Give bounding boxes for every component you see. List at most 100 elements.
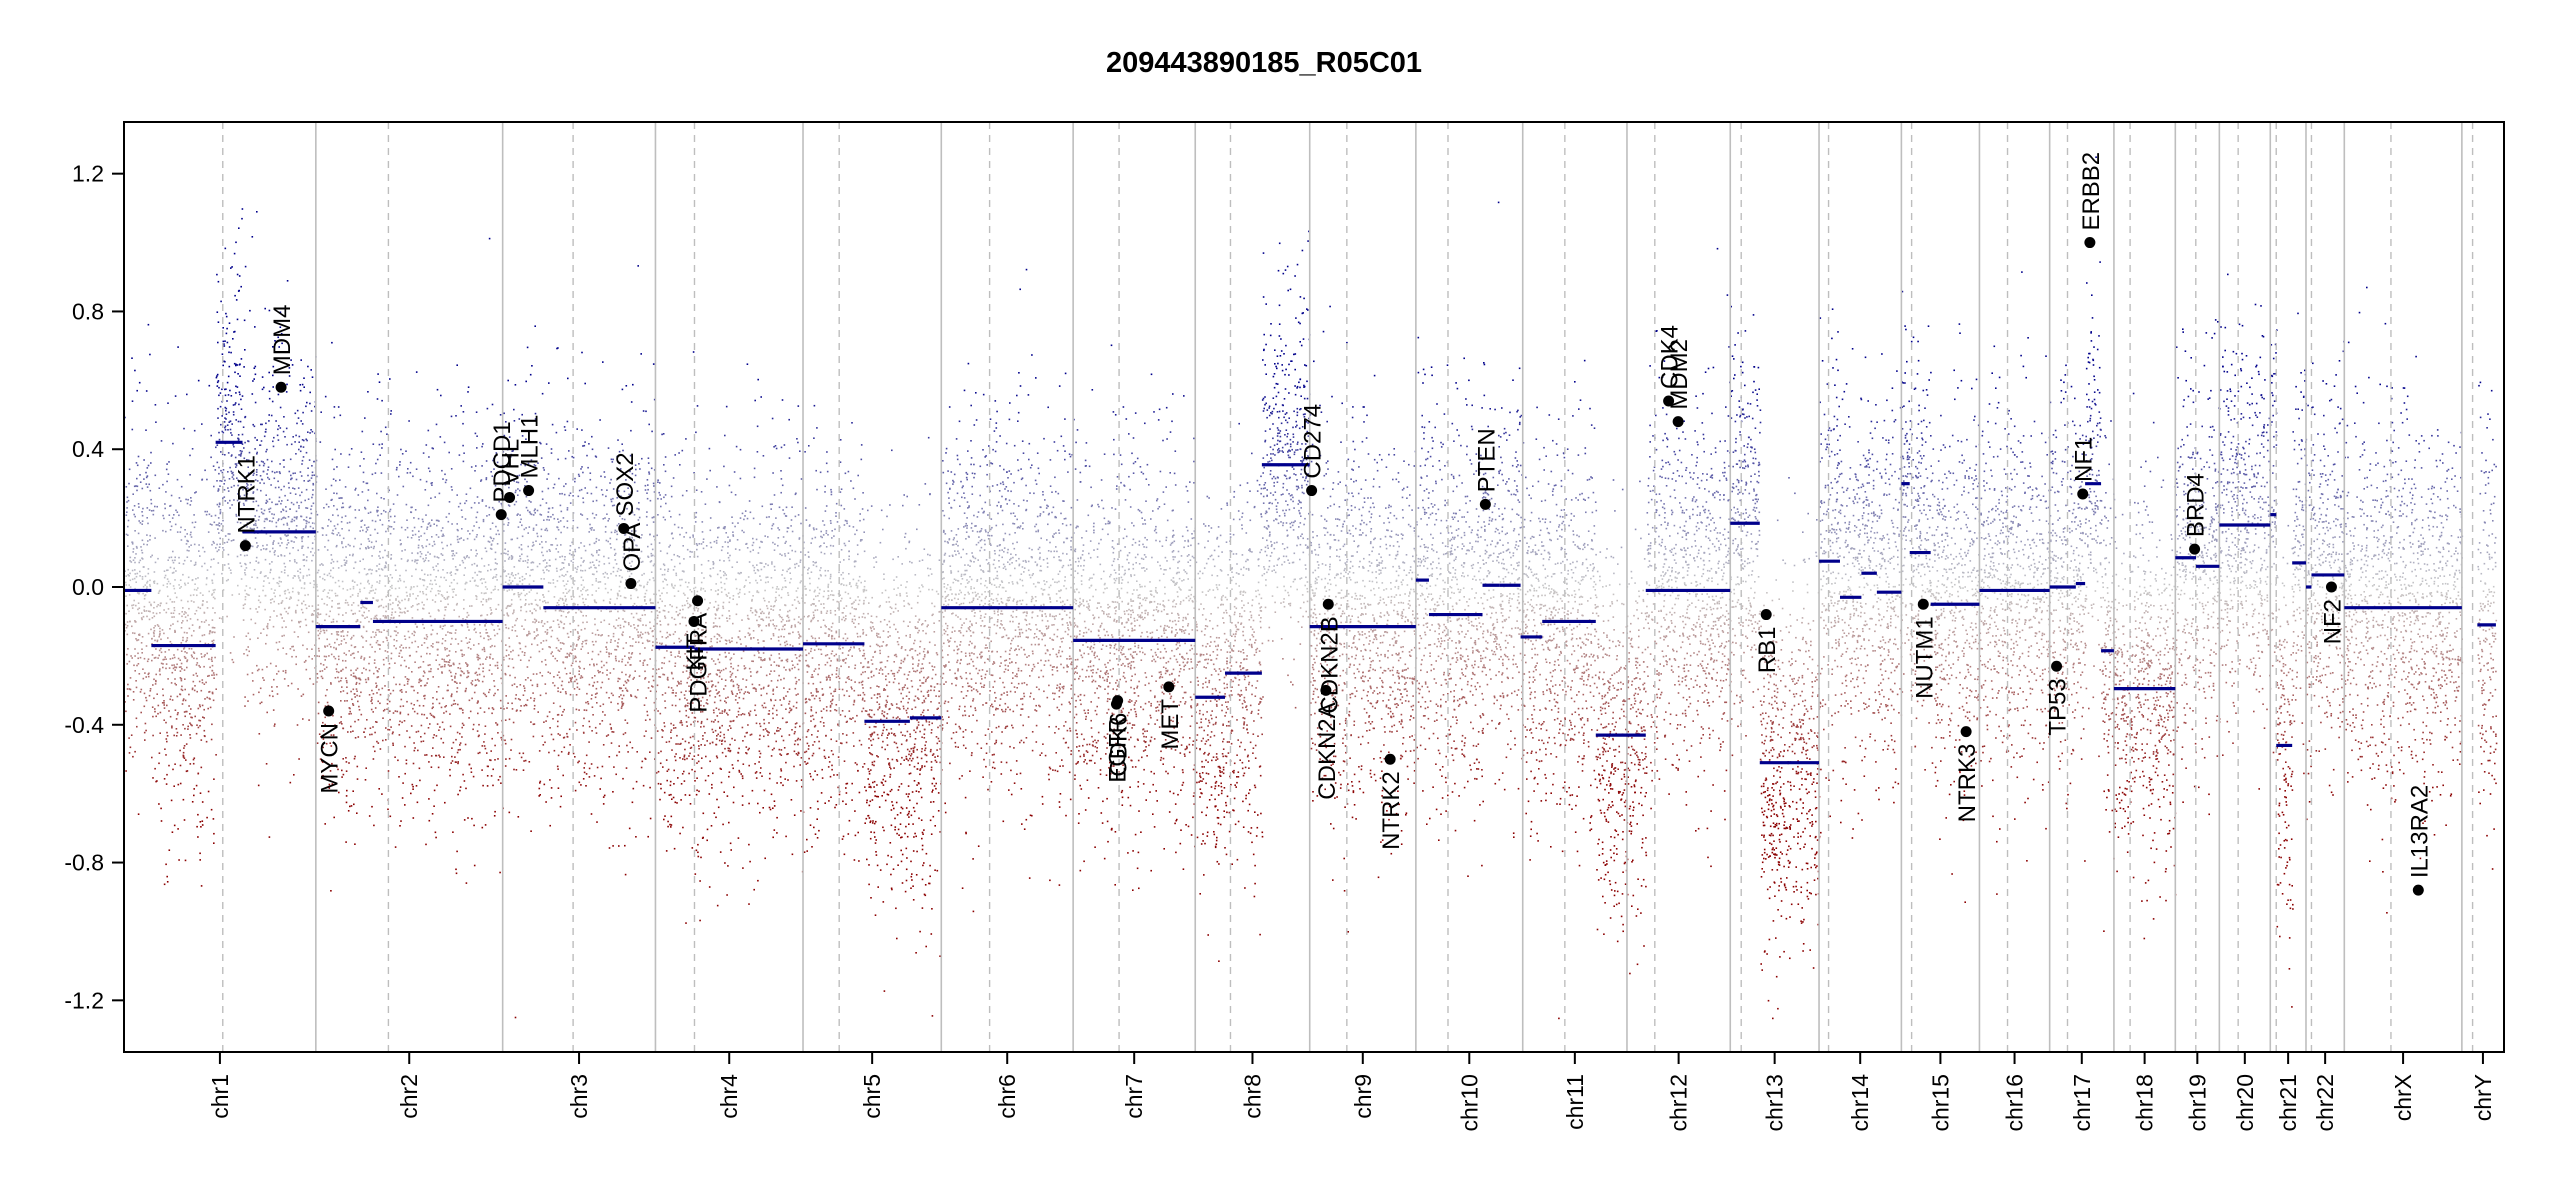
probe-point <box>177 696 179 698</box>
probe-point <box>219 504 221 506</box>
probe-point <box>167 402 169 404</box>
probe-point <box>129 573 131 575</box>
probe-point <box>442 478 444 480</box>
probe-point <box>569 623 571 625</box>
probe-point <box>476 435 478 437</box>
probe-point <box>437 590 439 592</box>
probe-point <box>498 779 500 781</box>
probe-point <box>181 686 183 688</box>
probe-point <box>183 747 185 749</box>
probe-point <box>146 700 148 702</box>
probe-point <box>506 707 508 709</box>
probe-point <box>139 575 141 577</box>
probe-point <box>200 826 202 828</box>
probe-point <box>183 698 185 700</box>
probe-point <box>479 674 481 676</box>
probe-point <box>418 539 420 541</box>
probe-point <box>193 763 195 765</box>
probe-point <box>335 595 337 597</box>
probe-point <box>278 439 280 441</box>
probe-point <box>430 671 432 673</box>
probe-point <box>347 731 349 733</box>
probe-point <box>465 690 467 692</box>
probe-point <box>171 495 173 497</box>
probe-point <box>260 688 262 690</box>
probe-point <box>158 763 160 765</box>
probe-point <box>617 642 619 644</box>
probe-point <box>606 649 608 651</box>
probe-point <box>274 472 276 474</box>
probe-point <box>595 634 597 636</box>
probe-point <box>206 479 208 481</box>
probe-point <box>218 506 220 508</box>
probe-point <box>393 712 395 714</box>
probe-point <box>357 595 359 597</box>
probe-point <box>411 575 413 577</box>
probe-point <box>371 699 373 701</box>
probe-point <box>610 672 612 674</box>
probe-point <box>323 507 325 509</box>
probe-point <box>134 655 136 657</box>
probe-point <box>166 738 168 740</box>
probe-point <box>271 502 273 504</box>
probe-point <box>629 576 631 578</box>
probe-point <box>540 536 542 538</box>
probe-point <box>603 704 605 706</box>
probe-point <box>162 659 164 661</box>
probe-point <box>418 731 420 733</box>
probe-point <box>293 504 295 506</box>
probe-point <box>405 608 407 610</box>
probe-point <box>436 691 438 693</box>
probe-point <box>320 628 322 630</box>
probe-point <box>369 694 371 696</box>
probe-point <box>610 653 612 655</box>
probe-point <box>534 508 536 510</box>
probe-point <box>341 528 343 530</box>
probe-point <box>412 708 414 710</box>
probe-point <box>238 593 240 595</box>
probe-point <box>383 615 385 617</box>
probe-point <box>180 670 182 672</box>
probe-point <box>283 670 285 672</box>
probe-point <box>138 456 140 458</box>
probe-point <box>497 758 499 760</box>
probe-point <box>455 739 457 741</box>
probe-point <box>306 517 308 519</box>
probe-point <box>447 597 449 599</box>
probe-point <box>559 556 561 558</box>
probe-point <box>539 782 541 784</box>
probe-point <box>418 545 420 547</box>
probe-point <box>413 817 415 819</box>
probe-point <box>495 552 497 554</box>
probe-point <box>170 641 172 643</box>
probe-point <box>310 369 312 371</box>
probe-point <box>375 667 377 669</box>
probe-point <box>163 704 165 706</box>
probe-point <box>139 673 141 675</box>
probe-point <box>434 544 436 546</box>
probe-point <box>141 642 143 644</box>
probe-point <box>443 712 445 714</box>
probe-point <box>193 651 195 653</box>
probe-point <box>142 515 144 517</box>
probe-point <box>457 687 459 689</box>
probe-point <box>166 783 168 785</box>
probe-point <box>357 651 359 653</box>
probe-point <box>419 678 421 680</box>
probe-point <box>529 583 531 585</box>
probe-point <box>258 785 260 787</box>
probe-point <box>258 562 260 564</box>
probe-point <box>335 658 337 660</box>
probe-point <box>213 589 215 591</box>
probe-point <box>127 574 129 576</box>
probe-point <box>336 621 338 623</box>
probe-point <box>264 609 266 611</box>
probe-point <box>390 558 392 560</box>
probe-point <box>192 579 194 581</box>
probe-point <box>435 659 437 661</box>
probe-point <box>201 656 203 658</box>
probe-point <box>437 649 439 651</box>
probe-point <box>190 595 192 597</box>
probe-point <box>208 591 210 593</box>
probe-point <box>429 653 431 655</box>
